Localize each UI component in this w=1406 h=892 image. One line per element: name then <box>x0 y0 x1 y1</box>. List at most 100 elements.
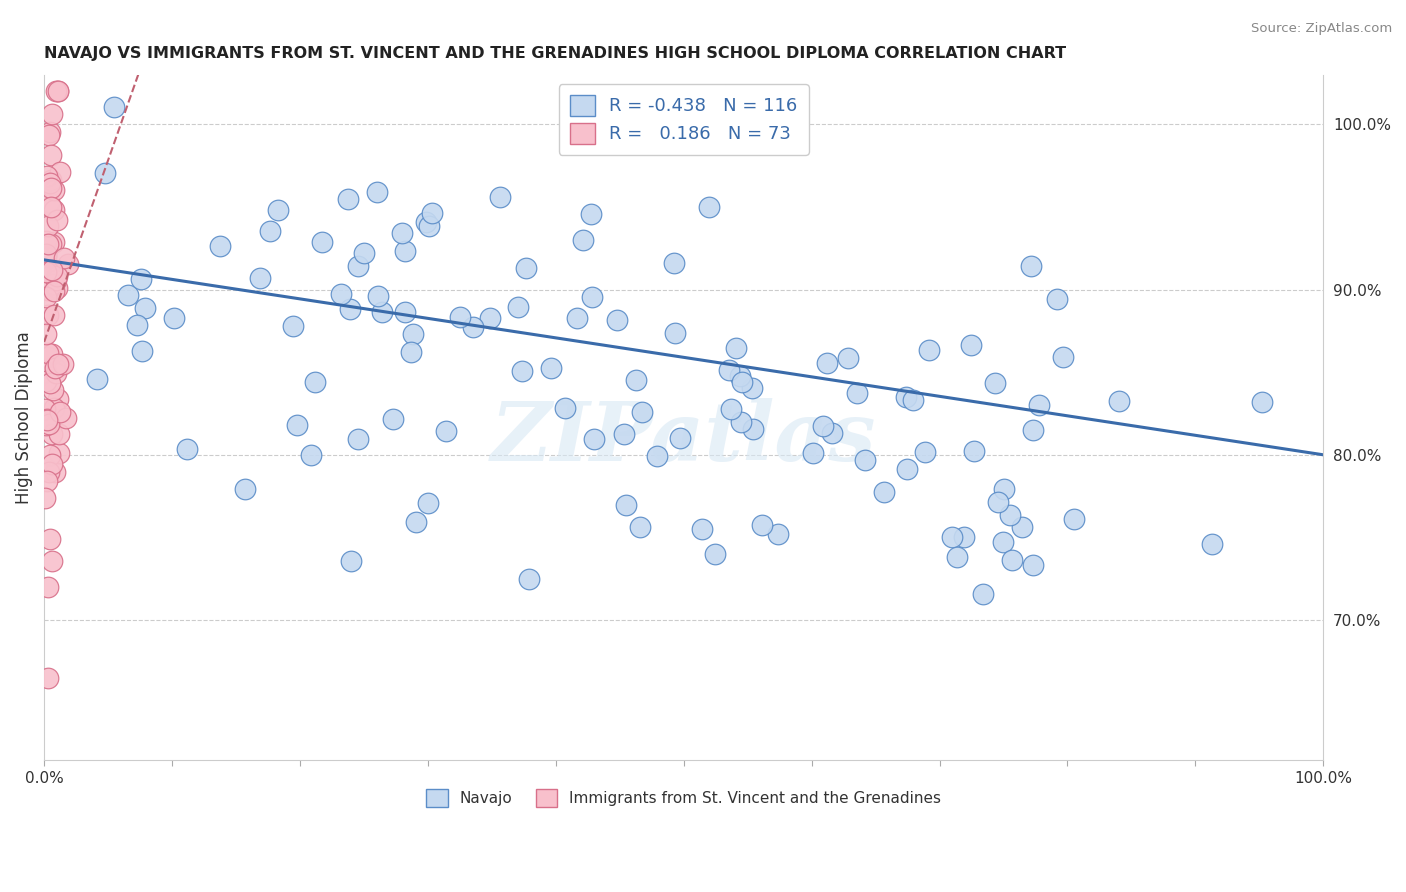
Point <box>582 433 605 447</box>
Point <box>614 498 637 512</box>
Point <box>37 283 59 297</box>
Point <box>628 520 651 534</box>
Point <box>845 386 868 401</box>
Point <box>720 401 742 416</box>
Point <box>631 405 654 419</box>
Point <box>299 449 322 463</box>
Point <box>38 465 60 479</box>
Point <box>35 234 58 248</box>
Point <box>572 233 595 247</box>
Point <box>39 125 62 139</box>
Point <box>52 252 75 266</box>
Point <box>35 374 58 388</box>
Point <box>37 308 59 322</box>
Point <box>811 419 834 434</box>
Point <box>48 446 70 460</box>
Point <box>35 290 58 304</box>
Point <box>311 235 333 249</box>
Point <box>42 235 65 249</box>
Point <box>837 351 859 365</box>
Point <box>1001 552 1024 566</box>
Point <box>45 273 67 287</box>
Point <box>821 425 844 440</box>
Point <box>329 287 352 301</box>
Point <box>896 390 918 404</box>
Point <box>176 442 198 456</box>
Point <box>993 535 1015 549</box>
Point <box>38 194 60 209</box>
Point <box>730 416 752 430</box>
Point <box>48 427 70 442</box>
Point <box>896 462 918 476</box>
Point <box>34 491 56 505</box>
Point <box>1046 292 1069 306</box>
Point <box>998 508 1021 522</box>
Point <box>401 327 423 342</box>
Point <box>366 185 388 199</box>
Point <box>37 413 59 427</box>
Point <box>972 586 994 600</box>
Text: NAVAJO VS IMMIGRANTS FROM ST. VINCENT AND THE GRENADINES HIGH SCHOOL DIPLOMA COR: NAVAJO VS IMMIGRANTS FROM ST. VINCENT AN… <box>44 46 1066 62</box>
Point <box>613 427 636 442</box>
Point <box>41 426 63 441</box>
Point <box>953 531 976 545</box>
Point <box>39 148 62 162</box>
Point <box>39 176 62 190</box>
Point <box>717 363 740 377</box>
Point <box>339 301 361 316</box>
Point <box>46 357 69 371</box>
Point <box>44 465 66 479</box>
Point <box>46 281 69 295</box>
Point <box>434 425 457 439</box>
Point <box>35 326 58 341</box>
Point <box>38 128 60 142</box>
Point <box>391 227 413 241</box>
Point <box>39 173 62 187</box>
Point <box>987 495 1010 509</box>
Point <box>37 219 59 233</box>
Point <box>283 319 305 334</box>
Point <box>946 549 969 564</box>
Point <box>766 527 789 541</box>
Point <box>41 554 63 568</box>
Point <box>117 288 139 302</box>
Point <box>1011 520 1033 534</box>
Point <box>35 247 58 261</box>
Point <box>405 515 427 529</box>
Point <box>39 448 62 462</box>
Point <box>353 245 375 260</box>
Point <box>38 533 60 547</box>
Point <box>39 200 62 214</box>
Point <box>39 236 62 251</box>
Point <box>267 202 290 217</box>
Point <box>339 554 361 568</box>
Point <box>37 580 59 594</box>
Point <box>517 572 540 586</box>
Point <box>903 393 925 408</box>
Point <box>55 410 77 425</box>
Point <box>449 310 471 324</box>
Point <box>259 224 281 238</box>
Point <box>44 308 66 322</box>
Point <box>963 444 986 458</box>
Text: ZIPatlas: ZIPatlas <box>491 398 876 478</box>
Point <box>134 301 156 315</box>
Point <box>233 482 256 496</box>
Point <box>704 547 727 561</box>
Point <box>35 247 58 261</box>
Y-axis label: High School Diploma: High School Diploma <box>15 331 32 504</box>
Point <box>34 402 56 417</box>
Point <box>131 343 153 358</box>
Point <box>37 346 59 360</box>
Point <box>44 361 66 376</box>
Point <box>731 375 754 389</box>
Point <box>42 284 65 298</box>
Point <box>86 372 108 386</box>
Point <box>367 289 389 303</box>
Point <box>478 310 501 325</box>
Point <box>125 318 148 332</box>
Point <box>52 357 75 371</box>
Point <box>103 100 125 114</box>
Point <box>418 219 440 234</box>
Point <box>941 531 963 545</box>
